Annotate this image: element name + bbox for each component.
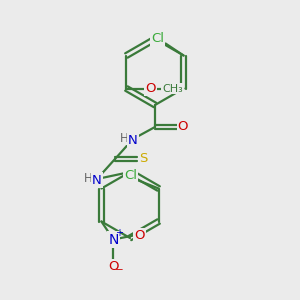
Text: S: S [139,152,147,166]
Text: H: H [84,172,92,184]
Text: −: − [115,265,124,275]
Text: Cl: Cl [151,32,164,45]
Text: Cl: Cl [124,169,137,182]
Text: N: N [108,232,118,247]
Text: H: H [120,131,128,145]
Text: +: + [116,229,123,238]
Text: N: N [128,134,138,146]
Text: O: O [108,260,119,273]
Text: N: N [92,173,102,187]
Text: CH₃: CH₃ [162,83,183,94]
Text: O: O [145,82,156,95]
Text: O: O [178,121,188,134]
Text: O: O [134,229,145,242]
